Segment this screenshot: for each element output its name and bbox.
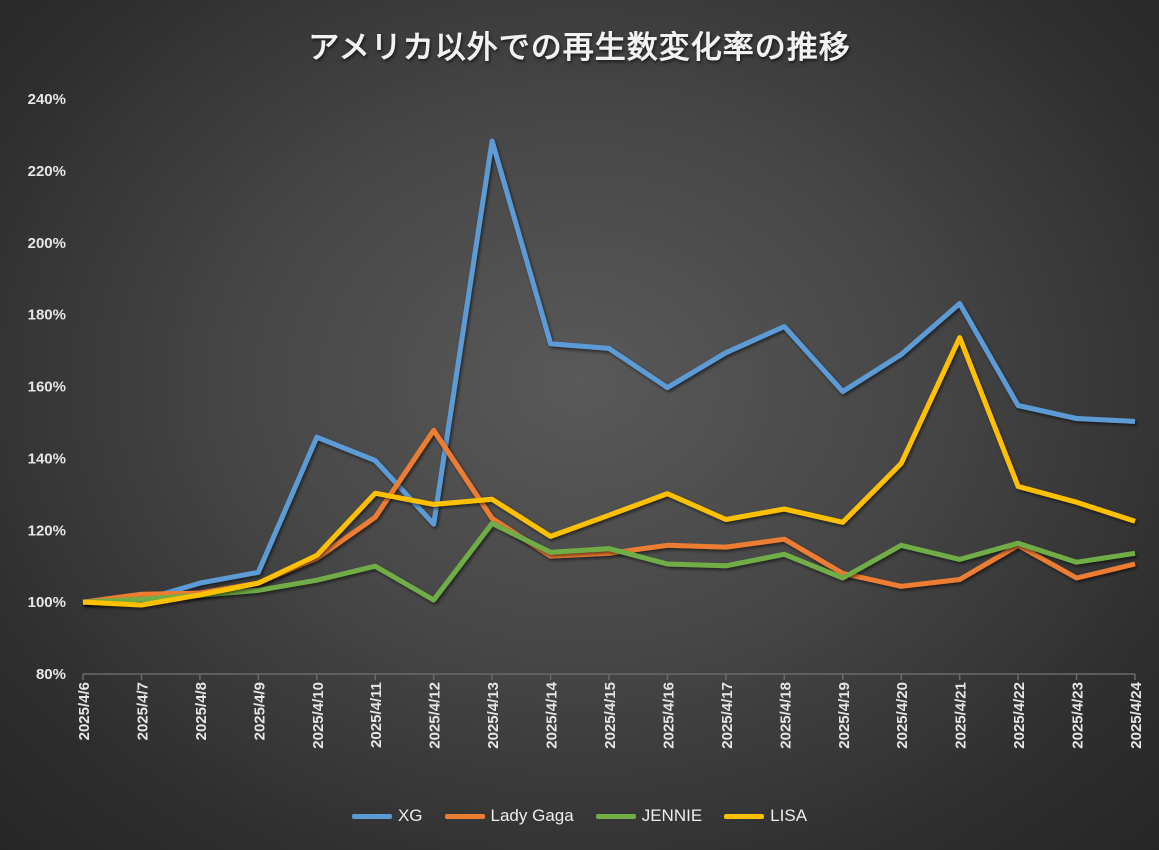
legend-label: Lady Gaga bbox=[490, 806, 574, 825]
chart-title: アメリカ以外での再生数変化率の推移 bbox=[308, 30, 851, 66]
x-tick-label: 2025/4/13 bbox=[485, 682, 502, 749]
chart-legend: XG Lady Gaga JENNIE LISA bbox=[0, 806, 1159, 826]
legend-item: JENNIE bbox=[595, 806, 703, 826]
y-tick-label: 100% bbox=[28, 594, 66, 611]
x-tick-label: 2025/4/14 bbox=[544, 681, 561, 748]
series-line-lisa bbox=[82, 335, 1136, 608]
x-tick-label: 2025/4/8 bbox=[193, 682, 210, 740]
legend-swatch bbox=[444, 813, 485, 819]
x-tick-label: 2025/4/7 bbox=[134, 682, 151, 740]
x-tick-label: 2025/4/22 bbox=[1011, 682, 1028, 749]
x-tick-label: 2025/4/6 bbox=[76, 682, 93, 740]
y-tick-label: 140% bbox=[28, 450, 66, 467]
x-tick-label: 2025/4/17 bbox=[719, 682, 736, 749]
x-tick-label: 2025/4/11 bbox=[368, 682, 385, 748]
y-tick-label: 200% bbox=[28, 235, 66, 252]
x-tick-label: 2025/4/12 bbox=[427, 682, 444, 749]
x-tick-label: 2025/4/16 bbox=[660, 682, 677, 749]
legend-swatch bbox=[724, 813, 765, 819]
x-tick-label: 2025/4/10 bbox=[310, 682, 327, 749]
y-tick-label: 220% bbox=[28, 163, 66, 180]
legend-label: XG bbox=[397, 806, 423, 825]
x-tick-label: 2025/4/19 bbox=[836, 682, 853, 749]
legend-label: LISA bbox=[770, 806, 808, 825]
y-tick-label: 160% bbox=[28, 379, 66, 396]
y-tick-label: 80% bbox=[36, 666, 66, 683]
legend-item: Lady Gaga bbox=[444, 806, 574, 826]
series-line-xg bbox=[82, 138, 1136, 605]
y-tick-label: 240% bbox=[28, 91, 66, 108]
x-tick-label: 2025/4/20 bbox=[894, 682, 911, 749]
series-line-jennie bbox=[82, 520, 1136, 605]
legend-swatch bbox=[595, 813, 636, 819]
y-tick-label: 180% bbox=[28, 307, 66, 324]
x-tick-label: 2025/4/24 bbox=[1128, 681, 1145, 748]
x-tick-label: 2025/4/9 bbox=[251, 682, 268, 740]
legend-label: JENNIE bbox=[641, 806, 703, 825]
legend-item: XG bbox=[351, 806, 423, 826]
x-tick-label: 2025/4/18 bbox=[777, 682, 794, 749]
x-tick-label: 2025/4/21 bbox=[953, 682, 970, 749]
x-tick-label: 2025/4/15 bbox=[602, 682, 619, 749]
legend-item: LISA bbox=[724, 806, 807, 826]
y-tick-label: 120% bbox=[28, 522, 66, 539]
x-tick-label: 2025/4/23 bbox=[1070, 682, 1087, 749]
legend-swatch bbox=[351, 813, 392, 819]
